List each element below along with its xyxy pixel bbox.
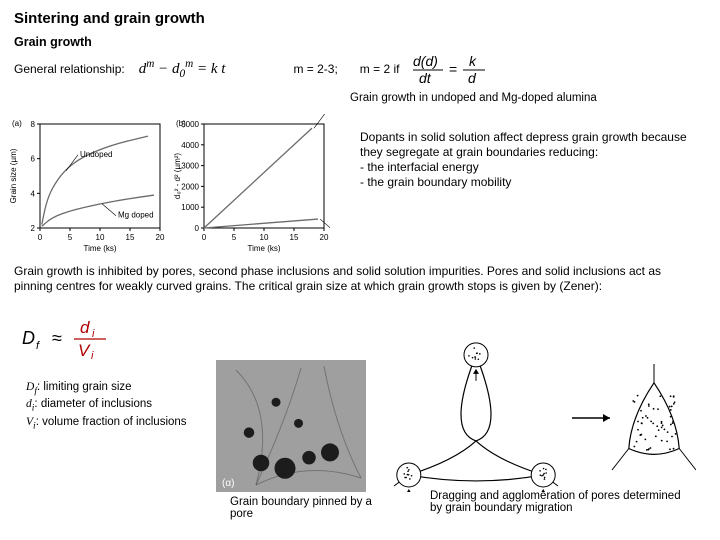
caption-drag: Dragging and agglomeration of pores dete… (430, 490, 690, 514)
chart-b: 05101520010002000300040005000Time (ks)d₀… (170, 114, 330, 254)
svg-text:3000: 3000 (181, 162, 199, 171)
svg-text:i: i (91, 350, 94, 360)
zener-para: Grain growth is inhibited by pores, seco… (14, 264, 694, 294)
caption-pinned: Grain boundary pinned by a pore (230, 496, 380, 520)
svg-text:10: 10 (260, 233, 269, 242)
svg-text:4: 4 (31, 189, 36, 198)
svg-text:Time (ks): Time (ks) (83, 244, 116, 253)
svg-text:2: 2 (31, 224, 36, 233)
general-relationship-row: General relationship: dm − d0m = k t m =… (14, 51, 706, 87)
svg-text:d₀² - d² (µm²): d₀² - d² (µm²) (173, 153, 182, 199)
svg-text:(b): (b) (176, 119, 186, 128)
eq-main: dm − d0m = k t (139, 58, 226, 80)
chart-a: 0 5 10 15 20 2 4 6 8 Time (ks) Grain size (µm) (a) U… (6, 114, 166, 254)
dopant-text: Dopants in solid solution affect depress… (360, 130, 690, 190)
svg-text:Undoped: Undoped (328, 114, 330, 116)
svg-text:15: 15 (290, 233, 299, 242)
general-rel-label: General relationship: (14, 62, 125, 76)
svg-text:5: 5 (232, 233, 237, 242)
svg-text:20: 20 (156, 233, 165, 242)
m-if: m = 2 if (360, 62, 400, 76)
svg-text:=: = (449, 61, 457, 77)
m-range: m = 2-3; (293, 62, 337, 76)
section-grain-growth: Grain growth (14, 35, 706, 49)
svg-text:1000: 1000 (181, 203, 199, 212)
micrograph: (α) (216, 360, 366, 492)
svg-text:Mg doped: Mg doped (118, 211, 154, 220)
svg-text:≈: ≈ (52, 328, 62, 348)
triple-junction-diagram (386, 342, 696, 492)
svg-text:f: f (36, 340, 40, 352)
svg-text:(a): (a) (12, 119, 22, 128)
svg-text:d: d (80, 318, 90, 337)
eq-rate: d(d) dt = k d (413, 51, 499, 87)
svg-text:V: V (78, 341, 91, 360)
dopant-bullet1: - the interfacial energy (360, 160, 690, 175)
svg-text:20: 20 (320, 233, 329, 242)
svg-text:Undoped: Undoped (80, 150, 112, 159)
svg-text:dt: dt (419, 70, 432, 86)
svg-text:0: 0 (195, 224, 200, 233)
svg-text:Grain size (µm): Grain size (µm) (9, 148, 18, 203)
chart-pair: 0 5 10 15 20 2 4 6 8 Time (ks) Grain size (µm) (a) U… (6, 114, 330, 254)
zener-eq: D f ≈ d i V i (22, 316, 132, 363)
page-title: Sintering and grain growth (14, 10, 706, 27)
svg-text:k: k (469, 53, 477, 69)
svg-text:Time (ks): Time (ks) (247, 244, 280, 253)
svg-text:6: 6 (31, 155, 36, 164)
dopant-bullet2: - the grain boundary mobility (360, 175, 690, 190)
svg-text:4000: 4000 (181, 141, 199, 150)
svg-text:0: 0 (202, 233, 207, 242)
svg-text:2000: 2000 (181, 182, 199, 191)
svg-text:5: 5 (68, 233, 73, 242)
svg-text:10: 10 (96, 233, 105, 242)
svg-text:D: D (22, 328, 35, 348)
svg-text:(α): (α) (222, 478, 234, 489)
svg-text:15: 15 (126, 233, 135, 242)
svg-text:d(d): d(d) (413, 53, 438, 69)
svg-text:8: 8 (31, 120, 36, 129)
caption-undoped-mg: Grain growth in undoped and Mg-doped alu… (350, 92, 597, 104)
svg-text:i: i (92, 328, 95, 340)
dopant-line1: Dopants in solid solution affect depress… (360, 130, 690, 160)
legend-defs: Df: limiting grain size di: diameter of … (26, 380, 226, 432)
svg-text:0: 0 (38, 233, 43, 242)
svg-text:d: d (468, 70, 477, 86)
